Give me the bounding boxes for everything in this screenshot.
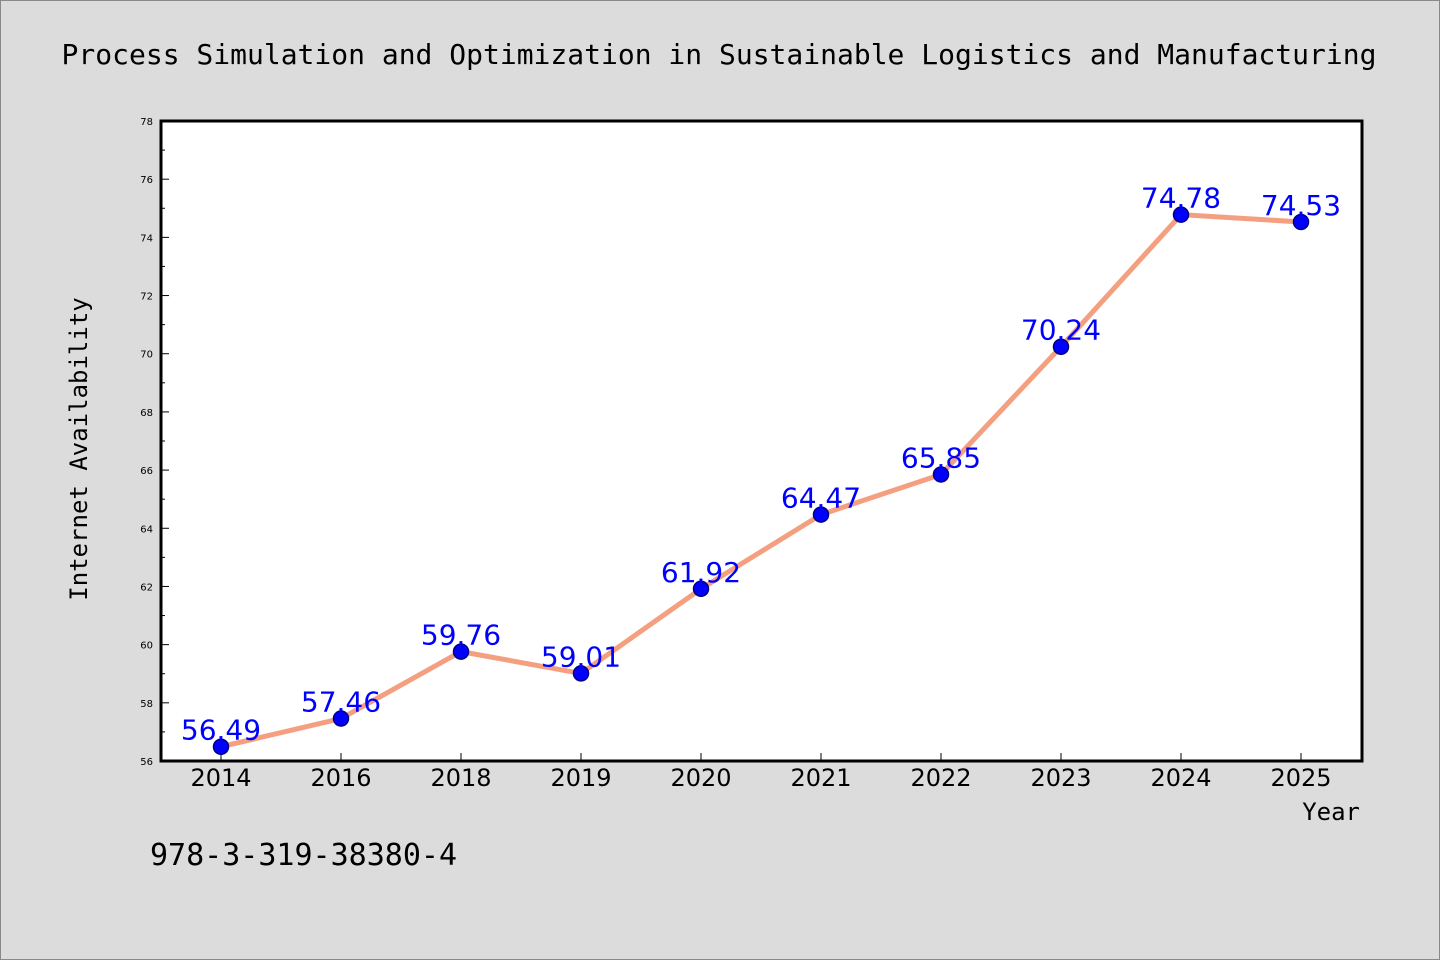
y-tick-label: 64 (140, 524, 153, 535)
y-tick-label: 78 (140, 117, 153, 128)
y-axis-label: Internet Availability (65, 297, 93, 600)
y-tick-label: 68 (140, 408, 153, 419)
chart-title: Process Simulation and Optimization in S… (62, 38, 1377, 71)
data-point-label: 57.46 (301, 686, 381, 719)
data-point-label: 56.49 (181, 714, 261, 747)
y-tick-label: 60 (140, 641, 153, 652)
x-tick-label: 2018 (430, 764, 491, 792)
x-tick-label: 2014 (190, 764, 251, 792)
data-point-marker (572, 665, 590, 682)
y-tick-label: 66 (140, 466, 153, 477)
data-point-label: 59.76 (421, 619, 501, 652)
plot-area (161, 121, 1362, 761)
data-point-label: 70.24 (1021, 314, 1101, 347)
x-tick-label: 2022 (910, 764, 971, 792)
y-tick-label: 72 (140, 292, 153, 303)
data-point-marker (692, 580, 710, 598)
data-point-marker (1052, 338, 1070, 355)
data-point-label: 74.53 (1261, 189, 1341, 222)
data-point-label: 61.92 (661, 556, 741, 589)
y-tick-label: 56 (140, 757, 153, 768)
data-point-label: 65.85 (901, 441, 981, 474)
x-axis-label: Year (1302, 798, 1360, 826)
y-tick-label: 74 (140, 233, 153, 244)
data-point-marker (452, 643, 470, 660)
data-point-marker (812, 506, 830, 523)
y-tick-label: 58 (140, 699, 153, 710)
x-tick-label: 2020 (670, 764, 731, 792)
data-point-marker (212, 738, 230, 755)
x-tick-label: 2025 (1270, 764, 1331, 792)
x-tick-label: 2016 (310, 764, 371, 792)
x-tick-label: 2019 (550, 764, 611, 792)
y-tick-label: 62 (140, 582, 153, 593)
data-point-label: 74.78 (1141, 182, 1221, 215)
isbn-annotation: 978-3-319-38380-4 (150, 838, 457, 873)
y-tick-label: 70 (140, 350, 153, 361)
data-point-marker (1172, 206, 1190, 223)
x-tick-label: 2024 (1150, 764, 1211, 792)
data-labels: 56.49 57.46 59.76 59.01 61.92 64.47 65.85 70.24… (181, 182, 1341, 747)
data-point-label: 59.01 (541, 640, 621, 673)
data-point-marker (1292, 213, 1310, 231)
series-line-path (218, 212, 1304, 750)
data-markers (212, 206, 1310, 755)
data-point-marker (932, 466, 950, 483)
series-line (218, 212, 1304, 750)
data-point-marker (332, 710, 350, 727)
x-axis: 2014 2016 2018 2019 2020 2021 2022 2023 2024 2025 (190, 753, 1332, 792)
plot-frame (159, 119, 1364, 763)
x-tick-label: 2023 (1030, 764, 1091, 792)
data-point-label: 64.47 (781, 482, 861, 515)
y-tick-label: 76 (140, 175, 153, 186)
x-tick-label: 2021 (790, 764, 851, 792)
